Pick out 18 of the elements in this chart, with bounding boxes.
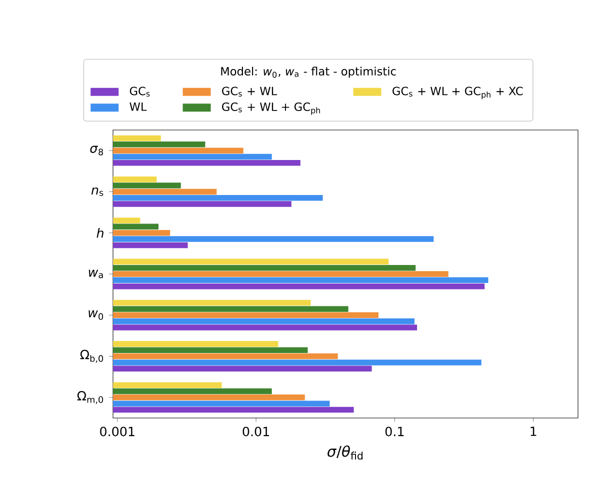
x-tick-label: 0.1: [385, 426, 404, 436]
legend-label: GC$_{s}$ + WL: [222, 86, 278, 97]
y-tick-label: Ω$_{b,0}$: [80, 350, 104, 363]
x-axis-title: σ/θ$_{fid}$: [328, 445, 363, 460]
x-tick-label: 0.01: [242, 426, 269, 436]
legend-label: GC$_{s}$ + WL + GC$_{ph}$: [222, 102, 320, 115]
y-tick-label: h: [96, 228, 104, 238]
y-tick-label: w$_{a}$: [88, 270, 103, 278]
y-tick-label: σ$_{8}$: [90, 146, 104, 156]
y-tick-label: Ω$_{m,0}$: [77, 391, 104, 404]
legend-label: GC$_{s}$ + WL + GC$_{ph}$ + XC: [392, 86, 523, 100]
y-tick-label: n$_{s}$: [91, 187, 104, 196]
legend-label: GC$_{s}$: [130, 86, 150, 97]
legend-label: WL: [130, 102, 147, 111]
x-tick-label: 0.001: [100, 426, 134, 436]
x-tick-label: 1: [530, 426, 536, 436]
legend-title: Model: w$_{0}$, w$_{a}$ - flat - optimistic: [221, 66, 396, 78]
y-tick-label: w$_{0}$: [88, 310, 104, 320]
